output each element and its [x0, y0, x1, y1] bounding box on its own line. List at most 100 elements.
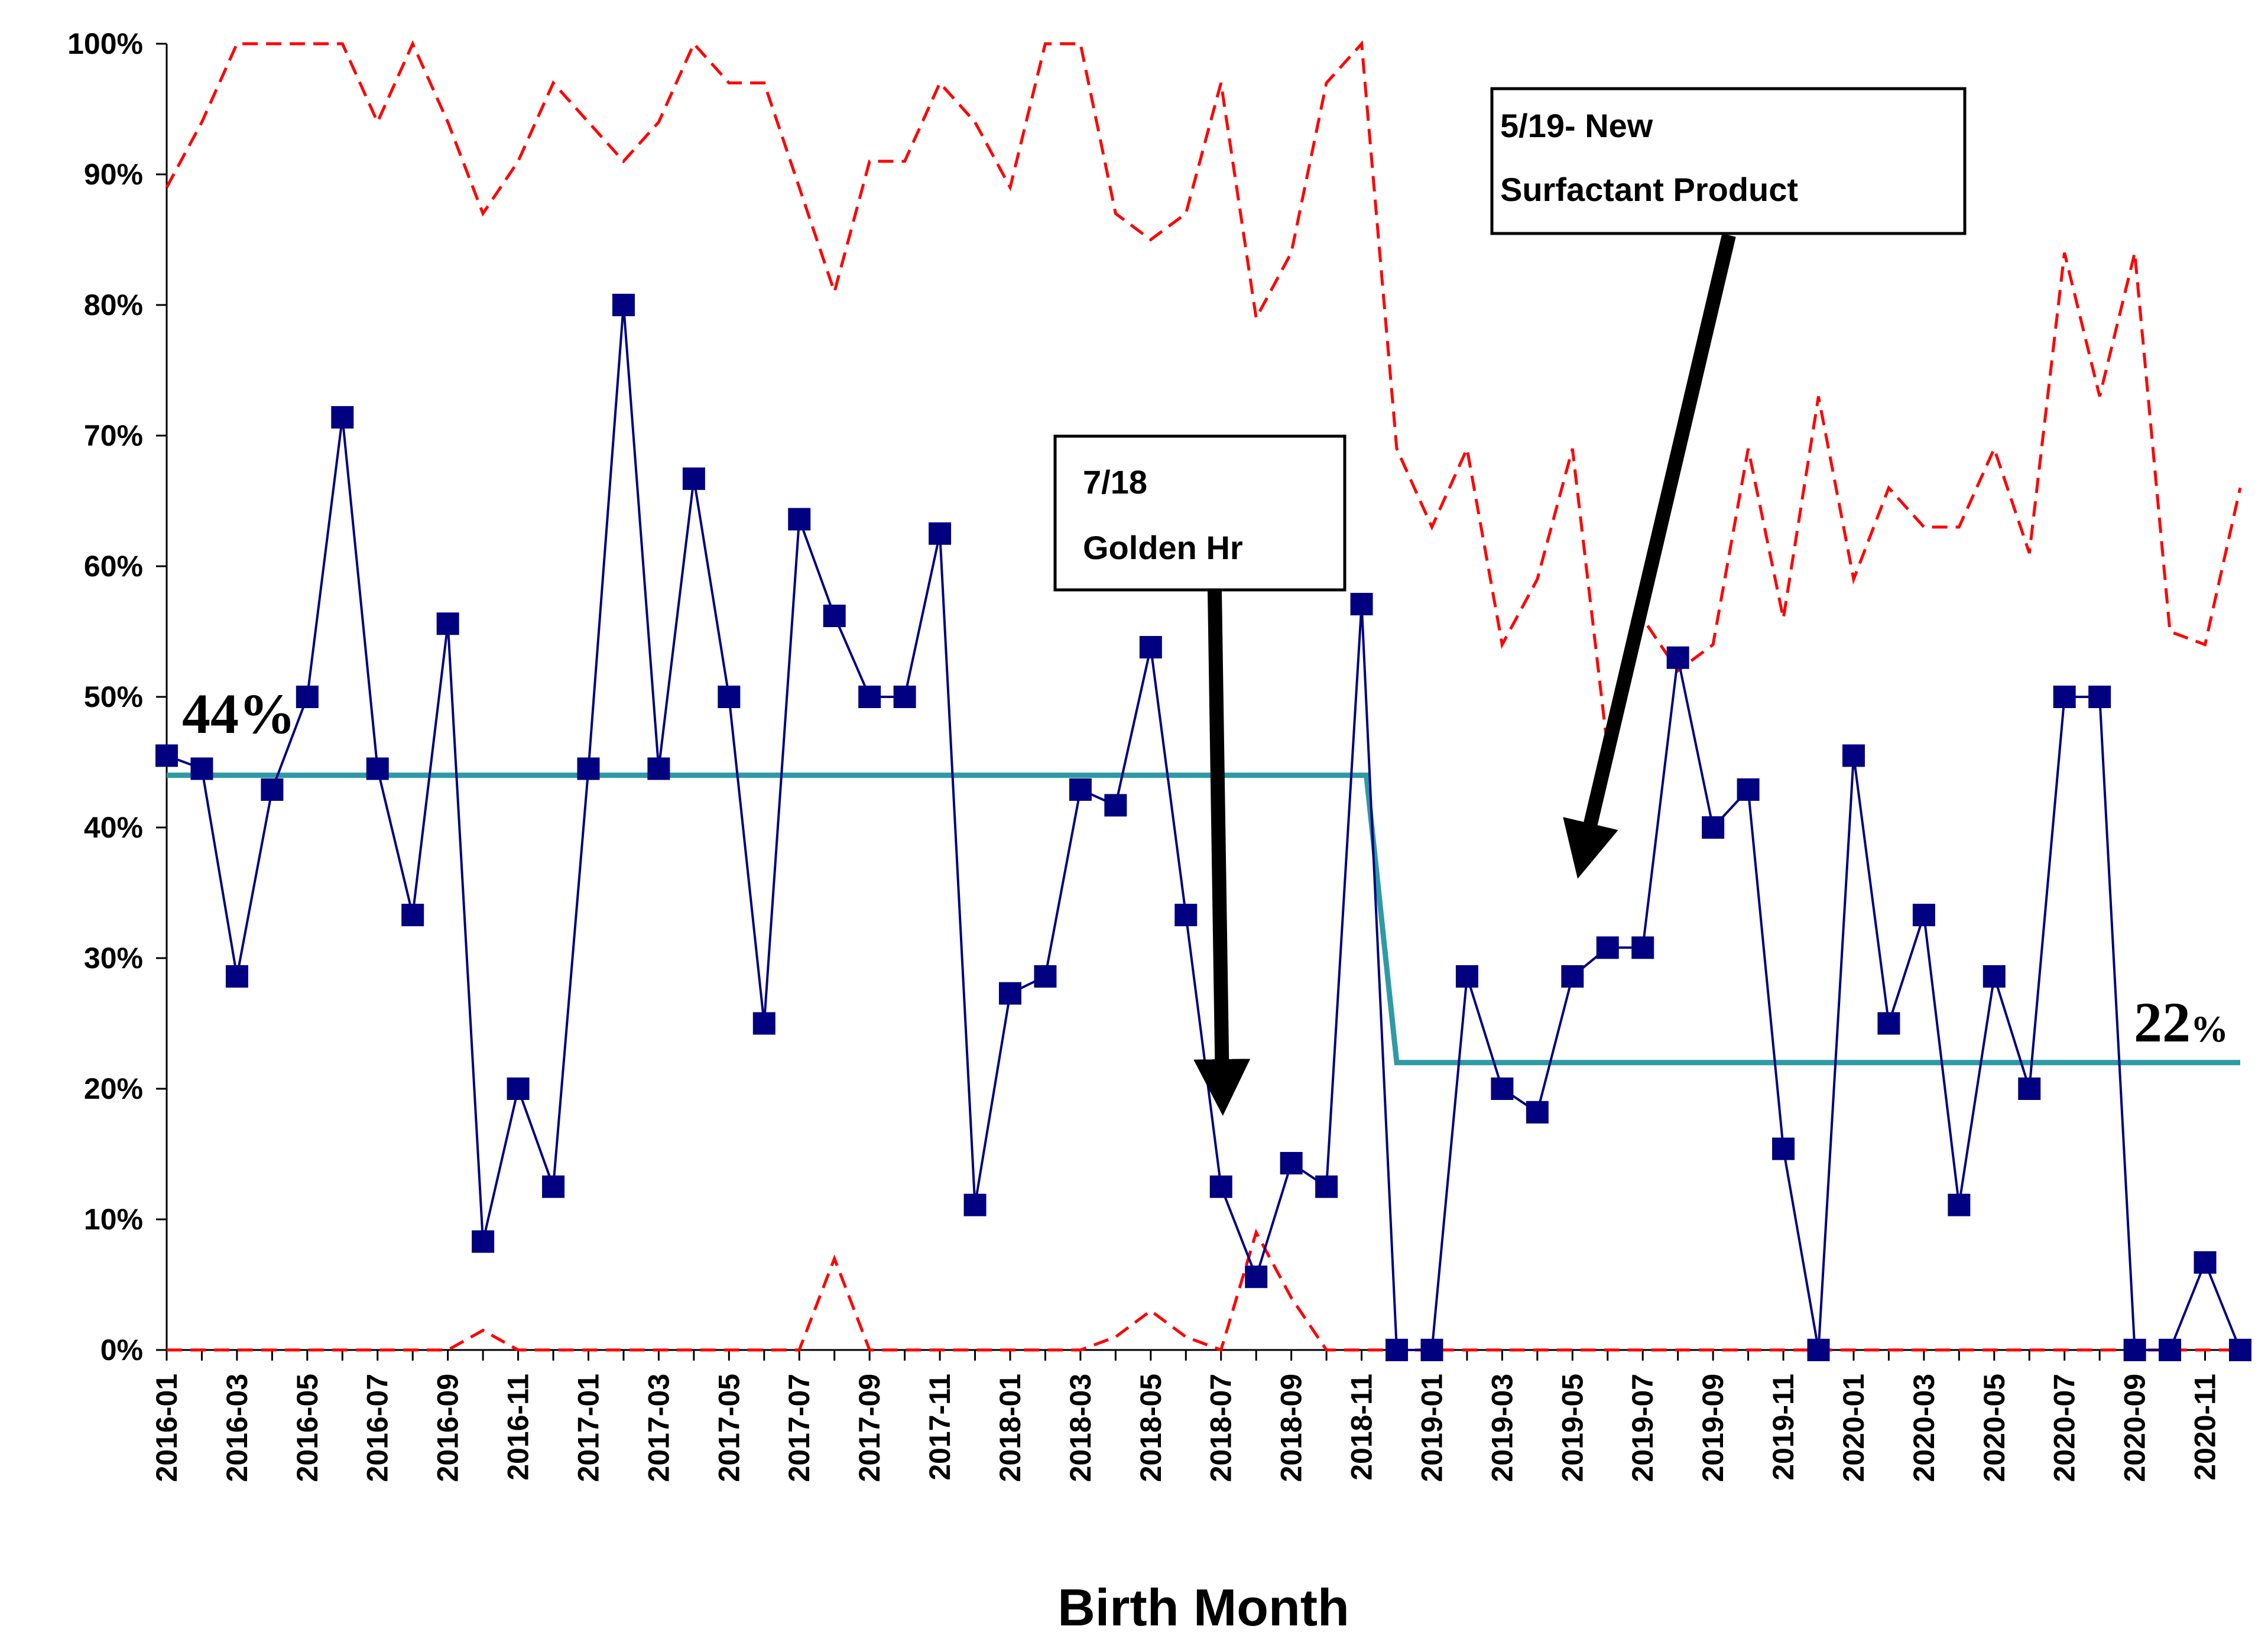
- annotation-layer: 7/18 Golden Hr 5/19- New Surfactant Prod…: [182, 87, 2228, 1116]
- data-point-marker: [2123, 1339, 2146, 1361]
- y-tick-label: 80%: [84, 288, 143, 322]
- center-line-after-unit: %: [2191, 1008, 2228, 1050]
- y-tick-label: 0%: [100, 1333, 143, 1367]
- x-tick-label: 2019-11: [1767, 1374, 1800, 1481]
- data-point-marker: [331, 406, 354, 429]
- data-point-marker: [542, 1175, 565, 1198]
- x-tick-label: 2017-01: [572, 1374, 605, 1482]
- y-tick-label: 70%: [84, 419, 143, 452]
- data-point-marker: [1245, 1265, 1268, 1289]
- data-point-marker: [261, 778, 284, 801]
- x-tick-label: 2017-05: [712, 1374, 745, 1482]
- data-point-marker: [893, 686, 916, 708]
- data-point-marker: [1386, 1339, 1409, 1361]
- golden-hour-callout-line2: Golden Hr: [1083, 529, 1243, 566]
- x-tick-label: 2016-01: [150, 1374, 183, 1482]
- x-tick-label: 2019-03: [1485, 1374, 1519, 1482]
- data-point-marker: [1772, 1137, 1795, 1160]
- data-point-marker: [1420, 1339, 1443, 1361]
- series-layer: [155, 40, 2251, 1361]
- data-point-marker: [752, 1012, 776, 1035]
- x-tick-label: 2016-05: [291, 1374, 324, 1482]
- x-tick-label: 2017-07: [783, 1374, 816, 1482]
- data-point-marker: [1631, 936, 1654, 959]
- x-tick-label: 2017-03: [642, 1374, 675, 1482]
- golden-hour-arrow: [1193, 590, 1251, 1116]
- data-point-marker: [1139, 636, 1162, 659]
- data-point-marker: [788, 508, 811, 531]
- x-tick-label: 2017-09: [853, 1374, 886, 1482]
- data-point-marker: [1596, 936, 1619, 959]
- center-line-before-label: 44%: [182, 682, 296, 745]
- y-tick-label: 60%: [84, 550, 143, 583]
- x-tick-label: 2016-09: [431, 1374, 465, 1482]
- y-tick-label: 30%: [84, 942, 143, 975]
- data-point-marker: [296, 686, 319, 708]
- x-tick-label: 2020-11: [2189, 1374, 2222, 1481]
- x-tick-label: 2018-01: [994, 1374, 1027, 1482]
- data-point-marker: [612, 294, 635, 316]
- data-point-marker: [1983, 965, 2006, 988]
- x-tick-label: 2016-07: [361, 1374, 394, 1482]
- golden-hour-callout-line1: 7/18: [1083, 463, 1147, 501]
- x-tick-label: 2019-05: [1556, 1374, 1589, 1482]
- surfactant-arrow: [1563, 233, 1736, 879]
- data-point-marker: [929, 522, 952, 545]
- golden-hour-callout-box: [1053, 434, 1346, 592]
- x-tick-label: 2019-07: [1626, 1374, 1659, 1482]
- data-point-marker: [155, 744, 178, 767]
- data-point-marker: [1174, 904, 1198, 927]
- data-point-marker: [1455, 965, 1478, 988]
- x-tick-label: 2018-11: [1345, 1374, 1378, 1481]
- data-point-marker: [190, 757, 213, 780]
- x-tick-label: 2017-11: [923, 1374, 956, 1481]
- x-tick-label: 2020-07: [2048, 1374, 2081, 1482]
- x-tick-label: 2018-09: [1275, 1374, 1308, 1482]
- data-point-marker: [1877, 1012, 1900, 1035]
- y-tick-label: 90%: [84, 158, 143, 191]
- x-tick-label: 2016-03: [220, 1374, 254, 1482]
- x-axis-ticks: 2016-01 2016-03 2016-05 2016-07 2016-09 2016-…: [150, 1350, 2241, 1482]
- data-point-marker: [1666, 646, 1689, 669]
- center-line-after-number: 22: [2134, 991, 2191, 1054]
- x-tick-label: 2018-05: [1134, 1374, 1167, 1482]
- center-line-after-label: 22%: [2134, 991, 2228, 1054]
- data-point-marker: [1737, 778, 1760, 801]
- data-point-marker: [2194, 1251, 2217, 1274]
- surfactant-callout-line2: Surfactant Product: [1500, 171, 1798, 208]
- x-tick-label: 2016-11: [502, 1374, 535, 1481]
- data-point-marker: [472, 1230, 495, 1253]
- data-point-marker: [2229, 1339, 2251, 1361]
- lower-control-limit-line: [167, 1228, 2240, 1352]
- y-axis-ticks: 0% 10% 20% 30% 40% 50% 60% 70% 80% 90% 100%: [67, 27, 167, 1367]
- data-point-marker: [1702, 816, 1725, 839]
- data-point-marker: [225, 965, 248, 988]
- data-point-marker: [1209, 1175, 1232, 1198]
- x-tick-label: 2020-09: [2118, 1374, 2152, 1482]
- data-point-marker: [2018, 1077, 2041, 1100]
- plot-frame: [156, 44, 2246, 1361]
- data-point-marker: [1315, 1175, 1338, 1198]
- data-point-marker: [1104, 794, 1127, 817]
- data-point-marker: [1807, 1339, 1830, 1361]
- data-point-marker: [1526, 1101, 1549, 1124]
- upper-control-limit-line: [165, 40, 2242, 750]
- data-point-marker: [682, 467, 705, 490]
- y-tick-label: 20%: [84, 1072, 143, 1105]
- data-series-line: [166, 304, 2241, 1351]
- data-point-marker: [1561, 965, 1584, 988]
- x-tick-label: 2019-09: [1696, 1374, 1730, 1482]
- data-point-marker: [1842, 744, 1865, 767]
- x-tick-label: 2019-01: [1415, 1374, 1448, 1482]
- data-point-marker: [2053, 686, 2076, 708]
- data-point-marker: [1491, 1077, 1514, 1100]
- y-tick-label: 40%: [84, 811, 143, 844]
- data-point-marker: [507, 1077, 530, 1100]
- data-point-marker: [858, 686, 881, 708]
- data-point-marker: [998, 982, 1021, 1005]
- data-point-marker: [823, 604, 846, 627]
- data-point-marker: [1034, 965, 1057, 988]
- x-axis-label: Birth Month: [1057, 1578, 1349, 1637]
- surfactant-callout-box: [1490, 87, 1967, 235]
